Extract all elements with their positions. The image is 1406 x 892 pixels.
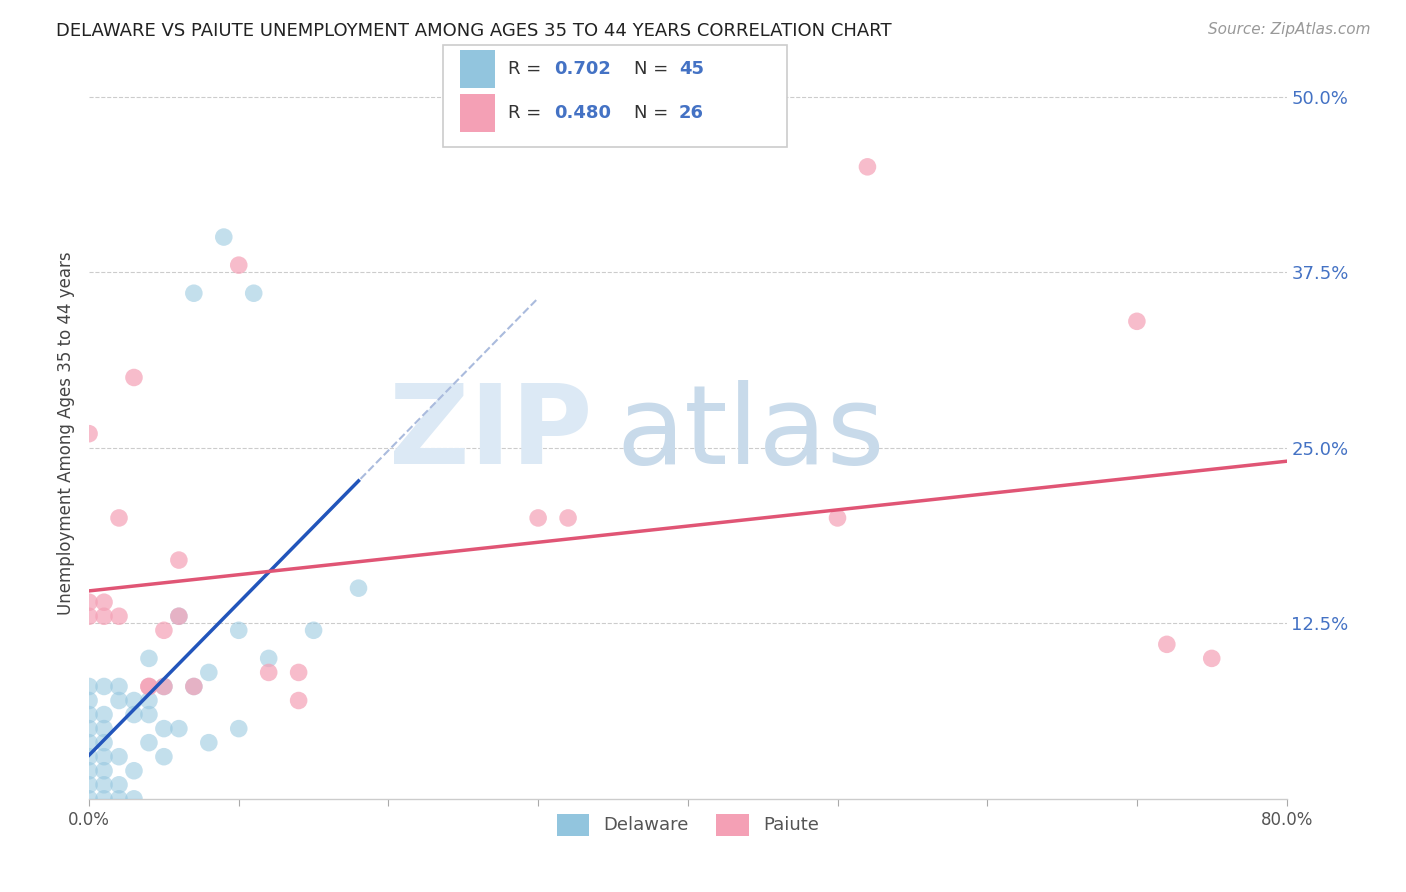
Point [108,749,131,764]
Point [93,792,115,806]
Point [527,511,550,525]
Point [77,595,100,609]
Point [153,749,176,764]
Text: 0.480: 0.480 [554,104,612,122]
Point [93,680,115,694]
Point [228,258,250,272]
Point [257,665,280,680]
Text: R =: R = [508,60,547,78]
Point [77,736,100,750]
Point [77,764,100,778]
Point [93,707,115,722]
Point [138,707,160,722]
Text: 45: 45 [679,60,704,78]
Point [138,680,160,694]
Point [77,749,100,764]
Point [138,693,160,707]
Point [167,609,190,624]
Point [122,370,145,384]
Point [1126,314,1149,328]
Point [77,693,100,707]
Text: 0.702: 0.702 [554,60,610,78]
Point [77,680,100,694]
Point [93,609,115,624]
Point [77,722,100,736]
Point [122,764,145,778]
Point [228,722,250,736]
Text: DELAWARE VS PAIUTE UNEMPLOYMENT AMONG AGES 35 TO 44 YEARS CORRELATION CHART: DELAWARE VS PAIUTE UNEMPLOYMENT AMONG AG… [56,22,891,40]
Point [167,722,190,736]
Point [347,581,370,595]
Point [183,286,205,301]
Y-axis label: Unemployment Among Ages 35 to 44 years: Unemployment Among Ages 35 to 44 years [58,252,75,615]
Point [138,736,160,750]
Point [77,778,100,792]
Text: ZIP: ZIP [388,380,592,487]
Point [153,680,176,694]
Point [108,778,131,792]
Point [122,693,145,707]
Point [122,707,145,722]
Point [77,707,100,722]
Point [228,624,250,638]
Point [108,693,131,707]
Point [122,792,145,806]
Point [77,792,100,806]
Point [153,624,176,638]
Point [1156,637,1178,651]
Point [108,609,131,624]
Point [198,665,221,680]
Point [198,736,221,750]
Text: N =: N = [634,104,673,122]
Point [93,764,115,778]
Point [856,160,879,174]
Point [242,286,264,301]
Text: R =: R = [508,104,547,122]
Point [212,230,235,244]
Text: Source: ZipAtlas.com: Source: ZipAtlas.com [1208,22,1371,37]
Point [153,722,176,736]
Text: 26: 26 [679,104,704,122]
Point [287,693,309,707]
Point [93,749,115,764]
Point [93,722,115,736]
Point [108,792,131,806]
Point [108,680,131,694]
Point [77,426,100,441]
Point [183,680,205,694]
Point [93,595,115,609]
Point [557,511,579,525]
Text: N =: N = [634,60,673,78]
Point [153,680,176,694]
Point [167,553,190,567]
Point [257,651,280,665]
Point [138,651,160,665]
Text: atlas: atlas [616,380,884,487]
Point [827,511,849,525]
Legend: Delaware, Paiute: Delaware, Paiute [548,805,828,845]
Point [1201,651,1223,665]
Point [93,778,115,792]
Point [77,609,100,624]
Point [167,609,190,624]
Point [138,680,160,694]
Point [302,624,325,638]
Point [108,511,131,525]
Point [93,736,115,750]
Point [287,665,309,680]
Point [183,680,205,694]
